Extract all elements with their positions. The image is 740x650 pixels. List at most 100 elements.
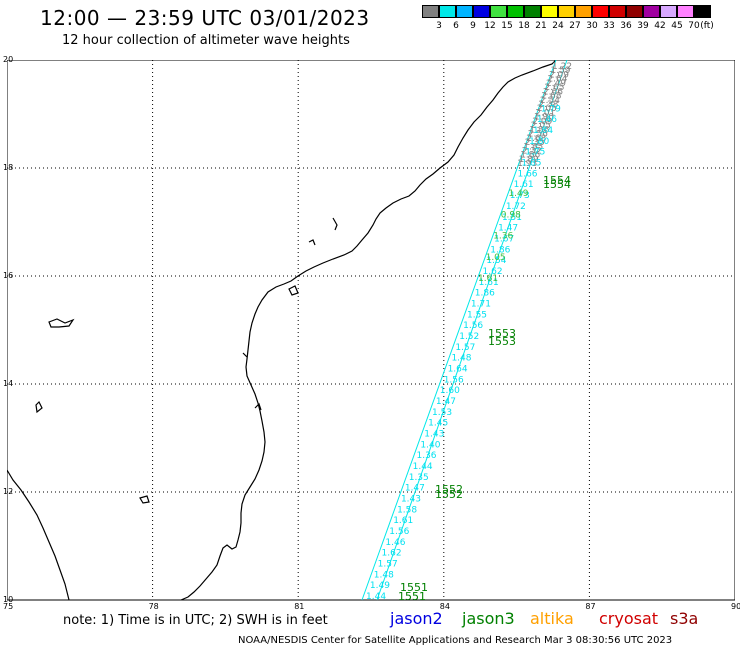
track-value-label: 1.84 (533, 126, 553, 136)
legend-swatch (439, 5, 456, 18)
track-value-label: 1.86 (490, 245, 510, 255)
altimeter-map: 1.221.592.092.642.492.652.662.682.542.38… (7, 60, 735, 603)
track-value-label: 1.96 (534, 113, 554, 123)
track-value-label: 1.62 (382, 549, 402, 559)
legend-swatch (541, 5, 558, 18)
y-tick-label: 20 (3, 55, 14, 64)
legend-label: 9 (470, 21, 476, 31)
track-value-label: 1.49 (508, 189, 528, 199)
track-edge (361, 60, 557, 601)
track-value-label: 2.32 (522, 146, 542, 156)
track-value-label: 1.51 (502, 213, 522, 223)
legend-label: 39 (637, 21, 649, 31)
legend-label: 6 (453, 21, 459, 31)
credit-line: NOAA/NESDIS Center for Satellite Applica… (238, 635, 673, 646)
track-value-label: 1.93 (517, 159, 537, 169)
legend-label: 45 (671, 21, 683, 31)
satellite-track (361, 60, 568, 601)
legend-swatch (694, 5, 711, 18)
track-value-label: 1.55 (467, 310, 487, 320)
legend-swatch (422, 5, 439, 18)
track-value-label: 1.46 (385, 538, 405, 548)
legend-label: 42 (654, 21, 666, 31)
time-label: 1554 (543, 178, 571, 191)
track-value-label: 1.36 (493, 232, 513, 242)
track-value-label: 1.52 (459, 332, 479, 342)
legend-label: 21 (535, 21, 547, 31)
chart-title: 12:00 — 23:59 UTC 03/01/2023 (40, 6, 370, 30)
legend-label: 15 (501, 21, 513, 31)
track-value-labels: 1.221.592.092.642.492.652.662.682.542.38… (366, 62, 572, 602)
y-tick-label: 12 (3, 487, 14, 496)
track-value-label: 1.47 (498, 224, 518, 234)
track-value-label: 1.49 (370, 581, 390, 591)
satellite-name-cryosat: cryosat (599, 609, 659, 628)
track-value-label: 1.67 (494, 234, 514, 244)
legend-label: 24 (552, 21, 564, 31)
track-value-label: 2.35 (525, 138, 545, 148)
y-tick-label: 14 (3, 379, 14, 388)
chart-subtitle: 12 hour collection of altimeter wave hei… (62, 33, 350, 48)
track-value-label: 1.22 (552, 62, 572, 72)
track-value-label: 1.53 (432, 408, 452, 418)
time-label: 1554 (543, 174, 571, 187)
track-value-label: 1.62 (483, 267, 503, 277)
legend-swatch (456, 5, 473, 18)
satellite-name-altika: altika (530, 609, 574, 628)
track-value-label: 1.75 (525, 148, 545, 158)
track-edge (376, 60, 568, 601)
track-value-label: 1.72 (506, 202, 526, 212)
legend-swatch (490, 5, 507, 18)
satellite-name-s3a: s3a (670, 609, 699, 628)
track-value-label: 1.58 (397, 505, 417, 515)
legend-swatch (558, 5, 575, 18)
footer-note: note: 1) Time is in UTC; 2) SWH is in fe… (63, 613, 328, 628)
track-value-label: 1.44 (366, 592, 386, 602)
track-value-label: 2.56 (528, 130, 548, 140)
track-value-label: 2.66 (543, 87, 563, 97)
map-frame (7, 60, 735, 601)
track-value-label: 1.56 (389, 527, 409, 537)
legend-label: 12 (484, 21, 496, 31)
satellite-name-jason2: jason2 (390, 609, 443, 628)
track-value-label: 1.48 (451, 354, 471, 364)
time-label: 1551 (398, 590, 426, 603)
x-tick-label: 84 (439, 602, 450, 611)
track-value-label: 2.01 (535, 108, 555, 118)
legend-swatch (507, 5, 524, 18)
legend-label: 36 (620, 21, 632, 31)
track-value-label: 1.66 (517, 169, 537, 179)
legend-label: 18 (518, 21, 530, 31)
x-tick-label: 78 (148, 602, 159, 611)
legend-label: 30 (586, 21, 598, 31)
track-value-label: 1.45 (428, 419, 448, 429)
track-value-label: 1.61 (478, 274, 498, 284)
time-label: 1553 (488, 327, 516, 340)
grid-lines (7, 60, 735, 600)
legend-swatch (643, 5, 660, 18)
track-value-label: 2.09 (532, 117, 552, 127)
track-value-label: 1.73 (510, 191, 530, 201)
track-value-label: 2.64 (547, 75, 567, 85)
time-label: 1552 (435, 488, 463, 501)
track-value-label: 1.61 (479, 278, 499, 288)
track-value-label: 1.46 (537, 115, 557, 125)
track-value-label: 1.64 (448, 364, 468, 374)
legend-label: 70 (688, 21, 700, 31)
track-value-label: 2.38 (538, 100, 558, 110)
track-value-label: 0.98 (501, 210, 521, 220)
track-value-label: 1.54 (486, 256, 506, 266)
track-value-label: 1.57 (378, 559, 398, 569)
track-value-label: 2.65 (544, 83, 564, 93)
track-value-label: 2.09 (549, 70, 569, 80)
track-value-label: 1.61 (514, 180, 534, 190)
legend-swatch (609, 5, 626, 18)
track-value-label: 1.59 (550, 66, 570, 76)
time-label: 1553 (488, 335, 516, 348)
x-tick-label: 87 (585, 602, 596, 611)
track-value-label: 1.86 (520, 151, 540, 161)
coastline (7, 60, 557, 601)
legend-label: 27 (569, 21, 581, 31)
x-tick-label: 81 (294, 602, 305, 611)
